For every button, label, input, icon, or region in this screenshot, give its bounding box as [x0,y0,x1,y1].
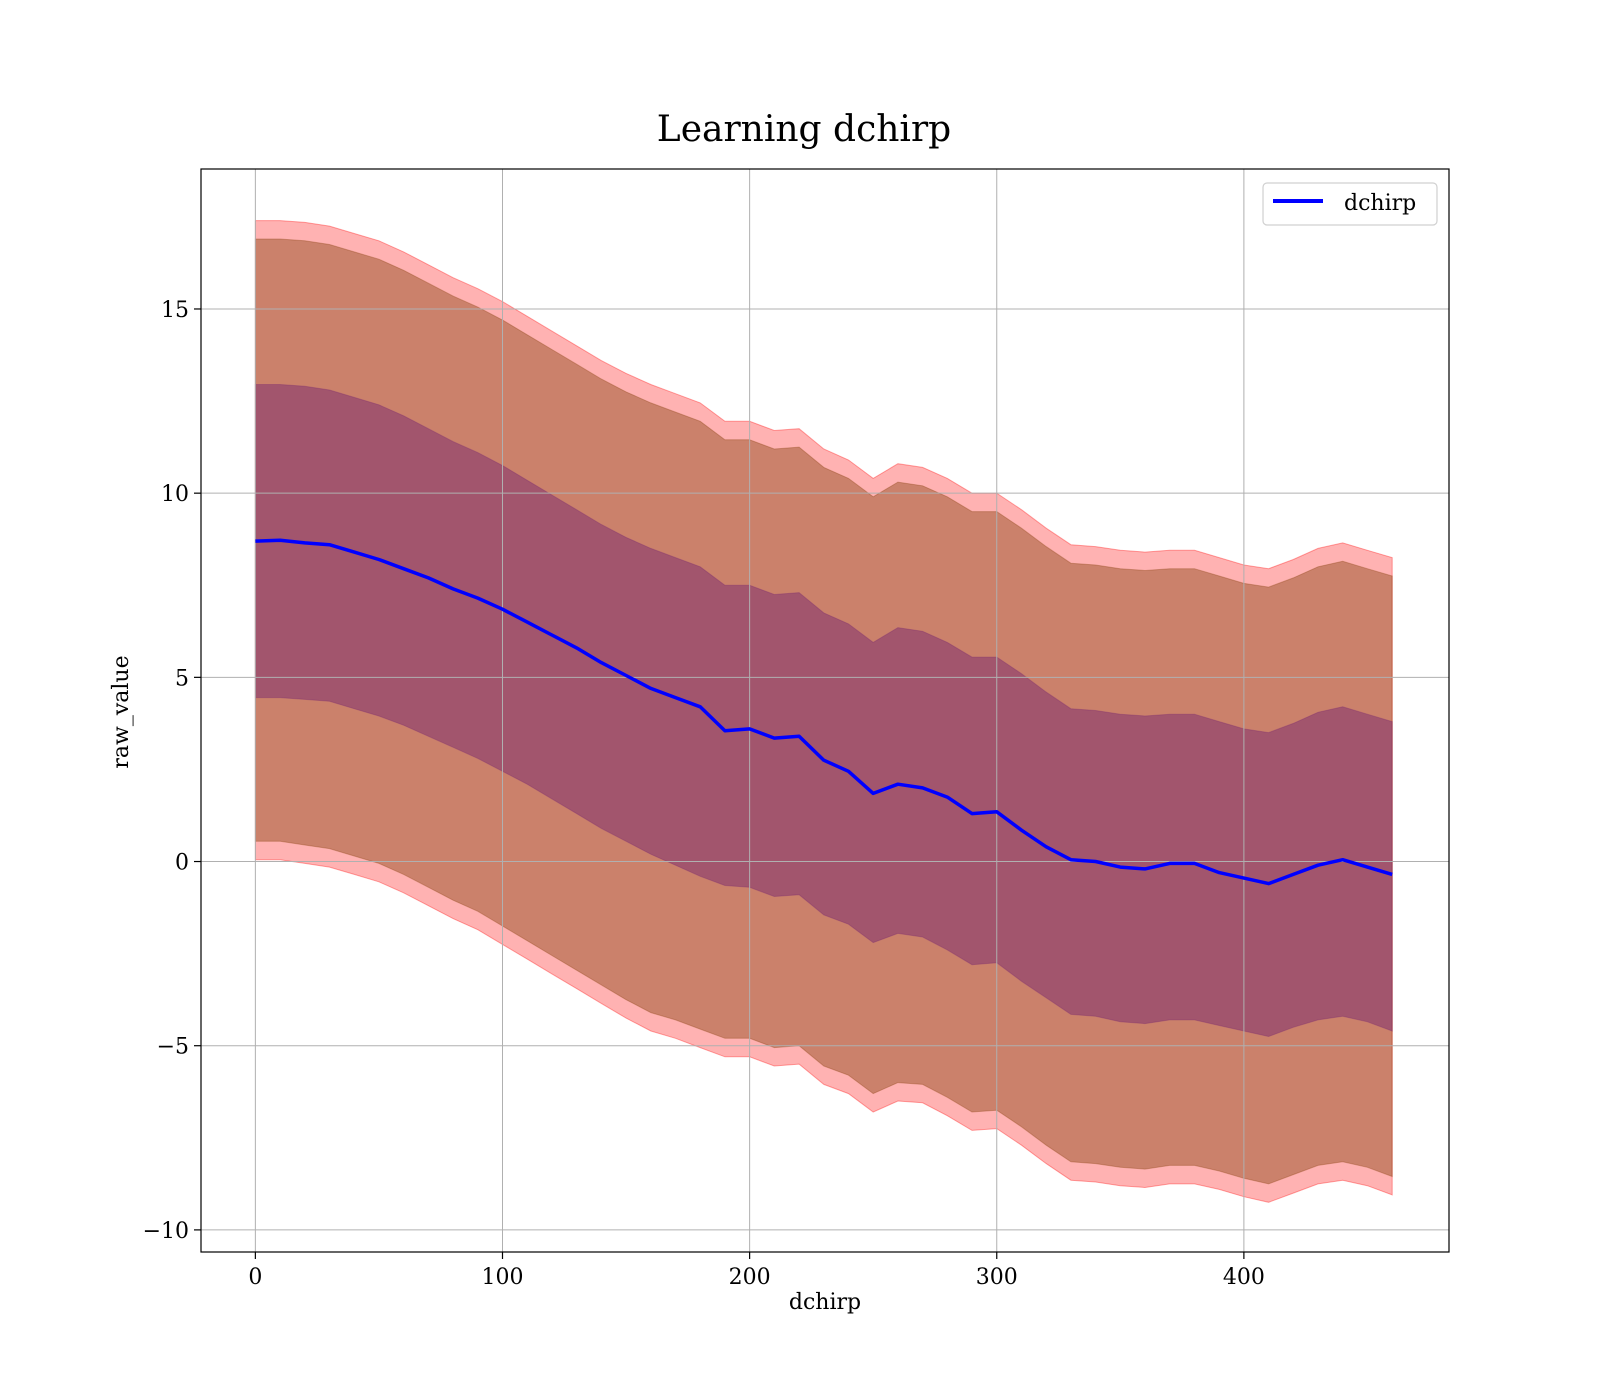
y-tick-label: 0 [175,851,189,876]
x-tick-label: 300 [976,1265,1018,1290]
y-tick-label: −5 [157,1035,189,1060]
legend-box [1262,182,1438,226]
x-tick-label: 0 [248,1265,262,1290]
grid-lines [201,169,1449,1252]
legend: dchirp [1262,182,1438,226]
x-tick-label: 100 [481,1265,523,1290]
y-tick-label: −10 [143,1219,189,1244]
y-tick-label: 15 [161,298,189,323]
y-tick-label: 5 [175,666,189,691]
plot-area [200,168,1450,1253]
x-tick-label: 400 [1223,1265,1265,1290]
confidence-bands [254,220,1393,1203]
line-layer [255,538,1393,886]
y-tick-label: 10 [161,482,189,507]
series-line-dchirp [255,538,1393,886]
y-axis-ticks: −10 −5 0 5 10 15 [143,298,201,1244]
legend-label-dchirp: dchirp [1344,191,1416,216]
x-tick-label: 200 [729,1265,771,1290]
plot-frame [200,168,1450,1253]
y-axis-label: raw_value [109,655,134,768]
chart-title: Learning dchirp [657,109,951,150]
x-axis-label: dchirp [789,1290,861,1315]
x-axis-ticks: 0 100 200 300 400 [248,1252,1265,1290]
band-core [254,384,1393,1038]
